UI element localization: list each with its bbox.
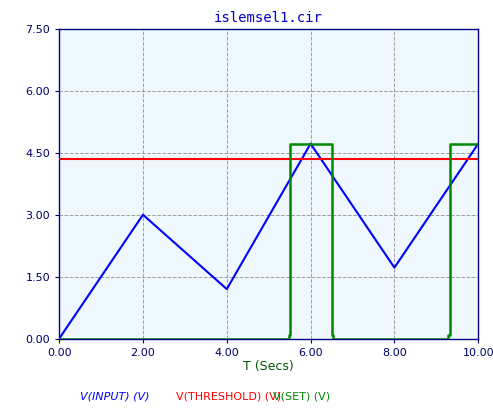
Text: V(INPUT) (V): V(INPUT) (V) (80, 392, 149, 401)
Text: V(SET) (V): V(SET) (V) (273, 392, 330, 401)
X-axis label: T (Secs): T (Secs) (244, 361, 294, 373)
Text: V(THRESHOLD) (V): V(THRESHOLD) (V) (176, 392, 282, 401)
Title: islemsel1.cir: islemsel1.cir (214, 11, 323, 25)
